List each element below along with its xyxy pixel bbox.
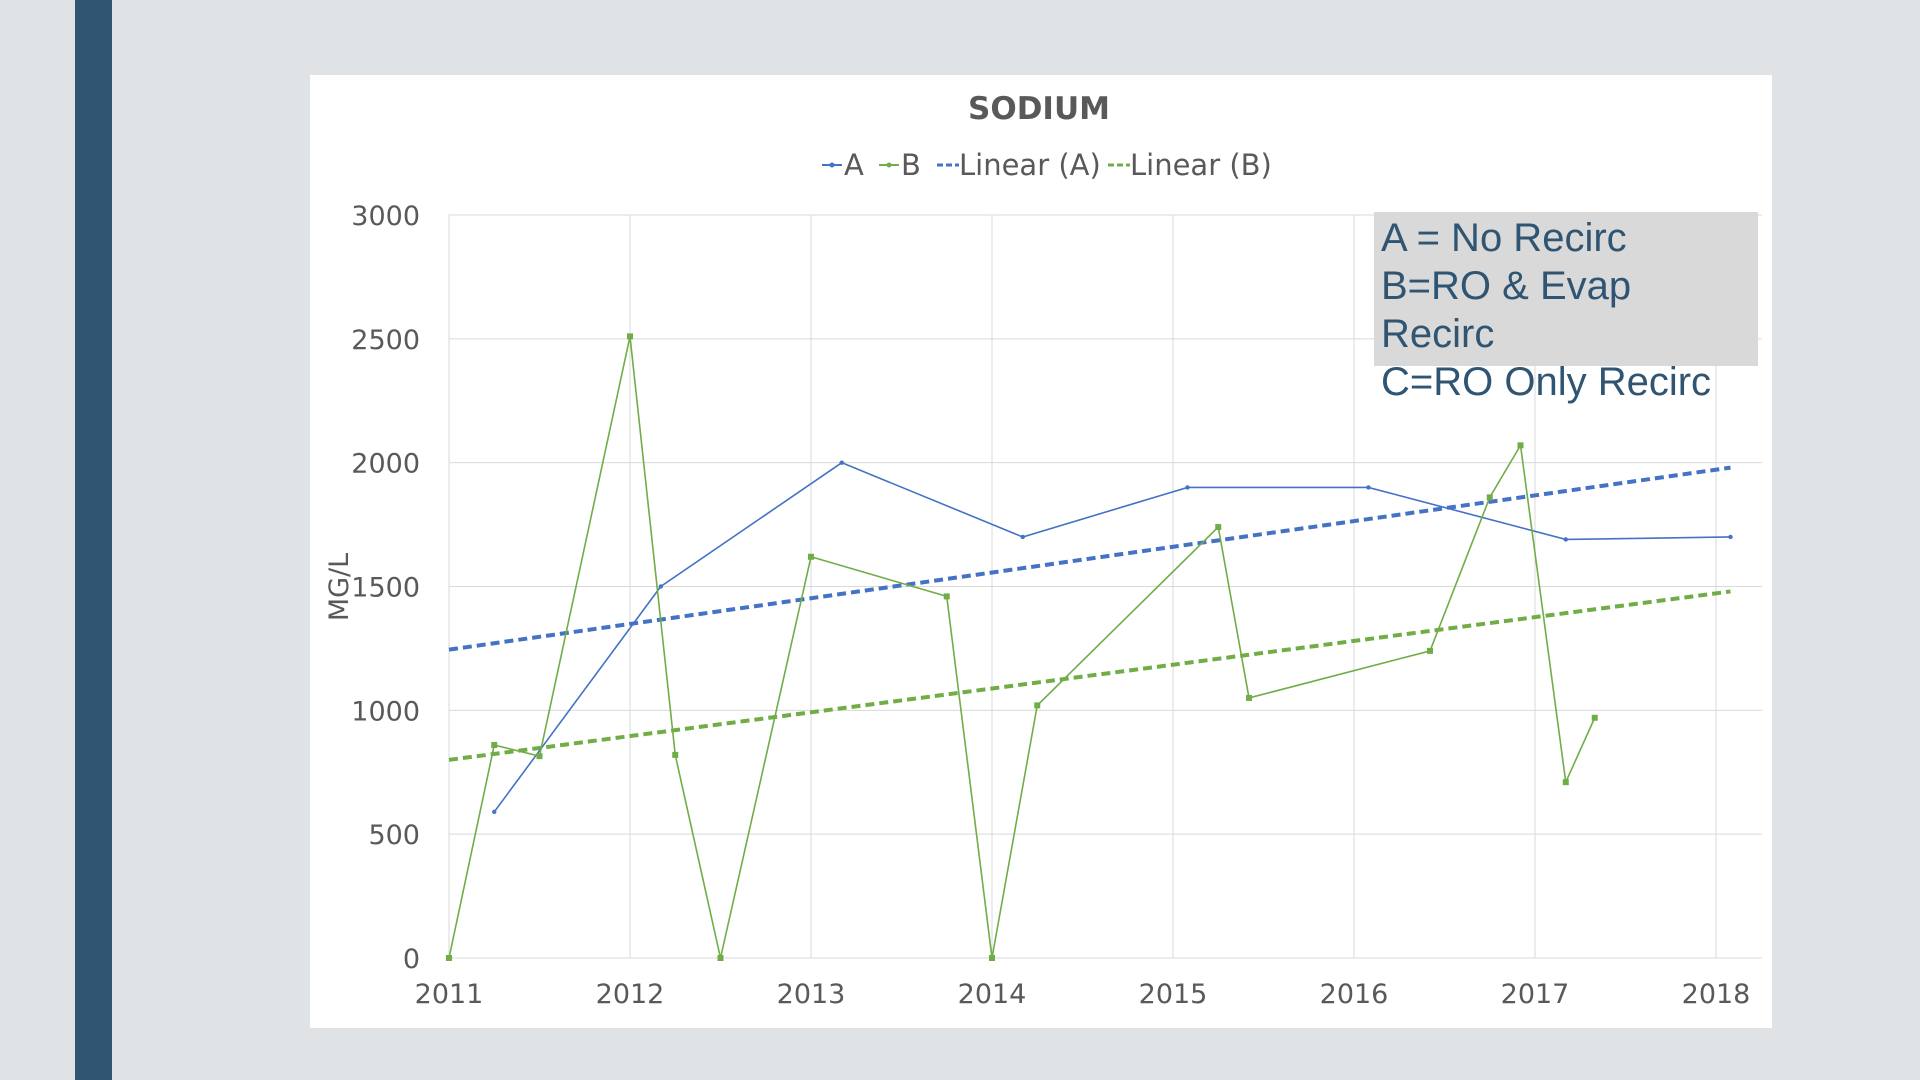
legend-marker (886, 162, 892, 168)
annotation-line-b: B=RO & Evap (1381, 264, 1632, 308)
side-accent-bar (75, 0, 112, 1080)
x-tick-label: 2013 (777, 979, 846, 1010)
annotation-box (1374, 212, 1758, 366)
x-tick-label: 2018 (1682, 979, 1751, 1010)
data-point-b (1427, 647, 1434, 654)
x-tick-label: 2011 (415, 979, 484, 1010)
data-point-a (839, 460, 844, 465)
y-tick-label: 2500 (351, 325, 420, 356)
trendline-linear-b- (448, 589, 1731, 762)
series-lines (446, 333, 1733, 961)
data-point-b (1215, 524, 1222, 531)
annotation-line-a: A = No Recirc (1381, 216, 1627, 260)
legend-label: Linear (A) (959, 148, 1101, 182)
data-point-b (717, 955, 724, 961)
x-tick-label: 2015 (1139, 979, 1208, 1010)
legend-label: A (844, 148, 864, 182)
y-axis-title: MG/L (324, 553, 355, 621)
trendline-linear-a- (448, 465, 1731, 652)
x-tick-label: 2012 (596, 979, 665, 1010)
x-tick-label: 2014 (958, 979, 1027, 1010)
data-point-b (989, 955, 995, 961)
data-point-b (808, 553, 814, 560)
data-point-a (1185, 485, 1190, 490)
x-tick-label: 2017 (1501, 979, 1570, 1010)
data-point-b (1562, 779, 1569, 786)
data-point-b (1517, 442, 1524, 449)
y-tick-label: 3000 (351, 201, 420, 232)
trendlines (448, 465, 1731, 762)
data-point-b (1034, 702, 1041, 709)
y-tick-label: 1500 (351, 573, 420, 604)
legend-item: B (879, 148, 921, 182)
chart-title: SODIUM (968, 91, 1110, 127)
data-point-a (1366, 485, 1371, 490)
y-tick-label: 500 (368, 820, 420, 851)
legend-item: A (822, 148, 864, 182)
annotation-text: A = No Recirc B=RO & Evap Recirc C=RO On… (1381, 214, 1801, 406)
legend: A B Linear (A) Linear (B) (822, 148, 1272, 182)
data-point-b (627, 333, 633, 340)
y-tick-label: 1000 (351, 696, 420, 727)
legend-label: Linear (B) (1130, 148, 1272, 182)
data-point-b (1591, 714, 1598, 721)
data-point-b (1486, 494, 1493, 501)
data-point-a (1563, 537, 1568, 542)
data-point-b (672, 751, 679, 758)
annotation-line-c: C=RO Only Recirc (1381, 360, 1712, 404)
data-point-a (1728, 534, 1733, 540)
tick-labels: 0 500 1000 1500 2000 2500 3000 2011 2012 2013 2014… (351, 201, 1750, 1010)
data-point-b (446, 955, 452, 961)
legend-label: B (901, 148, 921, 182)
data-point-b (536, 753, 543, 760)
data-point-b (491, 742, 498, 749)
y-tick-label: 0 (403, 944, 420, 975)
series-line-a (493, 461, 1731, 813)
data-point-a (1020, 534, 1025, 540)
legend-marker (829, 162, 835, 168)
data-point-b (943, 593, 950, 600)
series-line-b (448, 336, 1596, 959)
data-point-a (492, 809, 497, 815)
legend-item: Linear (A) (937, 148, 1101, 182)
data-point-b (1246, 694, 1253, 701)
y-tick-label: 2000 (351, 449, 420, 480)
legend-item: Linear (B) (1108, 148, 1272, 182)
x-tick-label: 2016 (1320, 979, 1389, 1010)
data-point-a (658, 584, 663, 589)
annotation-line-b-cont: Recirc (1381, 312, 1495, 356)
